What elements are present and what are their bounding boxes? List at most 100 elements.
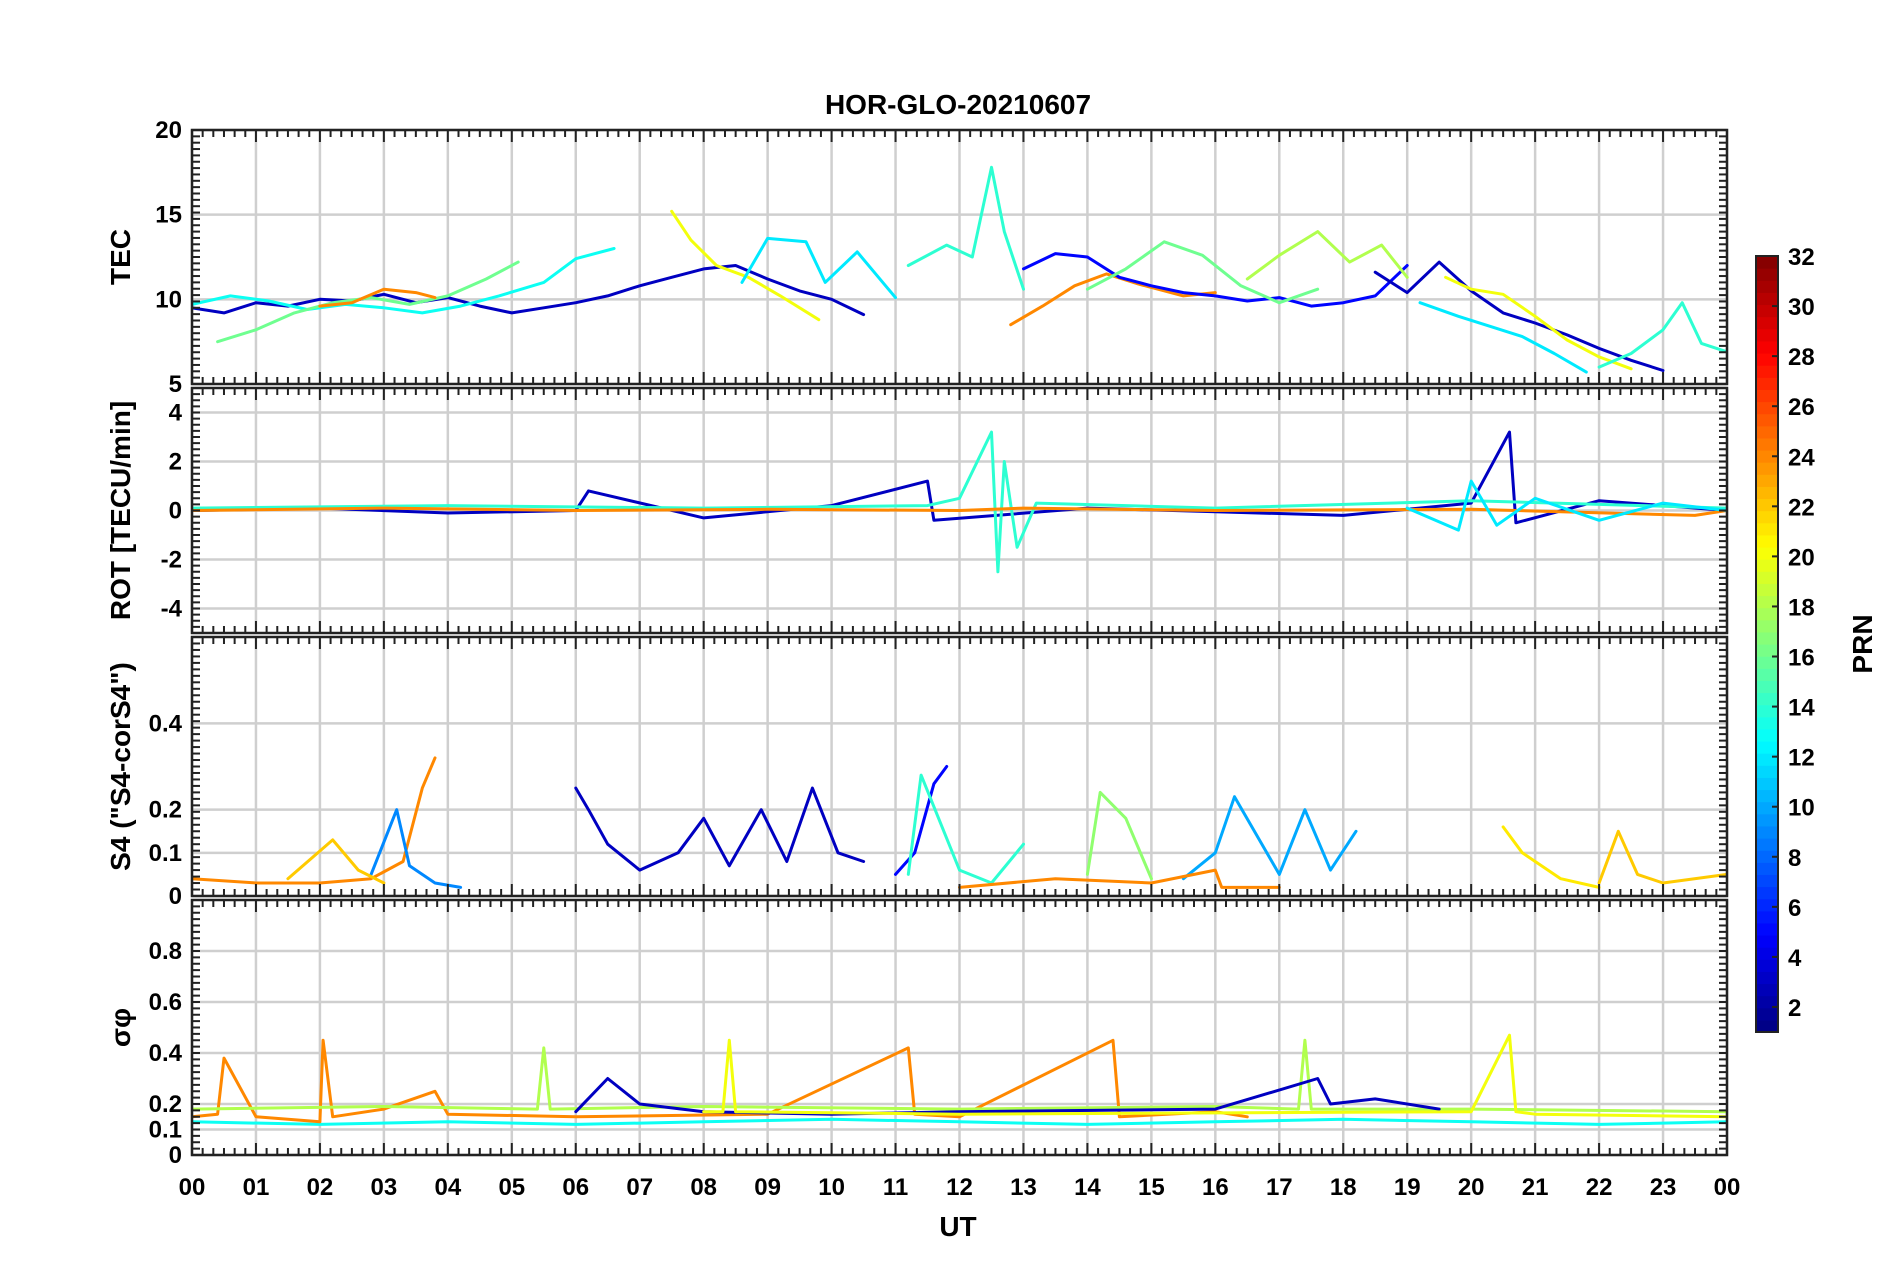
series-prn-13-sigma_phi bbox=[192, 1117, 1727, 1126]
x-tick-label: 00 bbox=[179, 1174, 206, 1201]
colorbar-swatch bbox=[1756, 522, 1778, 536]
series-prn-12-tec bbox=[740, 236, 897, 300]
colorbar-swatch bbox=[1756, 656, 1778, 669]
colorbar-swatch bbox=[1756, 874, 1778, 888]
series-prn-24-rot bbox=[192, 506, 1727, 517]
series-prn-22-s4 bbox=[1597, 829, 1727, 885]
colorbar-tick-label: 6 bbox=[1788, 895, 1801, 922]
colorbar-tick-label: 12 bbox=[1788, 745, 1815, 772]
colorbar-tick-label: 16 bbox=[1788, 645, 1815, 672]
series-prn-18-tec bbox=[1245, 230, 1409, 281]
x-tick-label: 15 bbox=[1138, 1174, 1165, 1201]
colorbar-tick-label: 22 bbox=[1788, 494, 1815, 521]
colorbar-swatch bbox=[1756, 316, 1778, 330]
colorbar-swatch bbox=[1756, 583, 1778, 597]
x-tick-label: 18 bbox=[1330, 1174, 1357, 1201]
series-prn-24-s4 bbox=[192, 756, 437, 885]
colorbar-swatch bbox=[1756, 1019, 1778, 1033]
y-tick-label: -2 bbox=[161, 547, 182, 574]
colorbar-tick-label: 8 bbox=[1788, 845, 1801, 872]
panel-frame-s4 bbox=[190, 635, 1729, 898]
series-prn-24-tec bbox=[318, 287, 437, 308]
y-tick-label: 0 bbox=[169, 498, 182, 525]
colorbar-swatch bbox=[1756, 983, 1778, 997]
colorbar-swatch bbox=[1756, 692, 1778, 706]
colorbar-swatch bbox=[1756, 631, 1778, 645]
y-tick-label: 2 bbox=[169, 449, 182, 476]
series-prn-22-s4 bbox=[286, 838, 386, 885]
colorbar-swatch bbox=[1756, 765, 1778, 778]
colorbar-swatch bbox=[1756, 935, 1778, 948]
colorbar-swatch bbox=[1756, 801, 1778, 815]
colorbar-tick-label: 30 bbox=[1788, 294, 1815, 321]
colorbar-swatch bbox=[1756, 619, 1778, 633]
panel-rot: -4 -2 0 2 4 ROT [TECU/min] bbox=[105, 386, 1729, 635]
y-tick-label: 0.1 bbox=[149, 840, 182, 867]
x-tick-label: 00 bbox=[1714, 1174, 1741, 1201]
series-prn-5-tec bbox=[1022, 252, 1409, 308]
colorbar-swatch bbox=[1756, 753, 1778, 766]
colorbar-label: PRN bbox=[1847, 614, 1878, 673]
colorbar-swatch bbox=[1756, 534, 1778, 548]
colorbar-swatch bbox=[1756, 777, 1778, 791]
colorbar-swatch bbox=[1756, 910, 1778, 924]
colorbar-swatch bbox=[1756, 304, 1778, 318]
colorbar-tick-label: 14 bbox=[1788, 695, 1815, 722]
series-prn-10-s4 bbox=[1181, 795, 1358, 881]
y-tick-label: 15 bbox=[155, 202, 182, 229]
colorbar-swatch bbox=[1756, 886, 1778, 900]
colorbar-swatch bbox=[1756, 498, 1778, 512]
colorbar-swatch bbox=[1756, 450, 1778, 463]
colorbar-tick-label: 24 bbox=[1788, 444, 1815, 471]
series-prn-18-sigma_phi bbox=[192, 1038, 1727, 1114]
y-axis-label-sigma_phi: σφ bbox=[105, 1008, 136, 1047]
x-tick-label: 09 bbox=[754, 1174, 781, 1201]
panel-frame-rot bbox=[190, 386, 1729, 635]
colorbar-swatch bbox=[1756, 716, 1778, 730]
x-axis: 00 01 02 03 04 05 06 07 08 09 10 11 12 13 14 15 16 17 18 19… bbox=[179, 1174, 1741, 1201]
colorbar-swatch bbox=[1756, 838, 1778, 851]
panel-sigma_phi: 00.10.2 0.4 0.6 0.8 σφ bbox=[105, 898, 1729, 1169]
colorbar-swatch bbox=[1756, 813, 1778, 827]
gridlines-s4 bbox=[190, 637, 1729, 898]
colorbar-swatch bbox=[1756, 389, 1778, 403]
colorbar-tick-label: 2 bbox=[1788, 995, 1801, 1022]
series-prn-12-tec bbox=[1418, 301, 1588, 374]
y-tick-label: 5 bbox=[169, 371, 182, 398]
y-tick-label: 0.1 bbox=[149, 1117, 182, 1144]
series-prn-9-s4 bbox=[369, 808, 463, 889]
colorbar-swatch bbox=[1756, 595, 1778, 609]
y-tick-label: 0.2 bbox=[149, 797, 182, 824]
colorbar-tick-label: 20 bbox=[1788, 544, 1815, 571]
colorbar-swatch bbox=[1756, 353, 1778, 366]
series-prn-14-tec bbox=[906, 165, 1025, 291]
y-axis-label-s4: S4 ("S4-corS4") bbox=[105, 662, 136, 871]
colorbar-swatch bbox=[1756, 704, 1778, 718]
x-tick-label: 01 bbox=[243, 1174, 270, 1201]
colorbar-swatch bbox=[1756, 1007, 1778, 1021]
colorbar-swatch bbox=[1756, 728, 1778, 742]
colorbar-swatch bbox=[1756, 437, 1778, 451]
series-prn-14-tec bbox=[1597, 301, 1727, 369]
x-axis-label: UT bbox=[939, 1211, 976, 1242]
colorbar-tick-label: 26 bbox=[1788, 394, 1815, 421]
chart-title: HOR-GLO-20210607 bbox=[825, 89, 1091, 120]
colorbar-swatch bbox=[1756, 898, 1778, 912]
series-prn-24-sigma_phi bbox=[192, 1038, 1249, 1124]
series-prn-3-tec bbox=[1373, 260, 1665, 372]
colorbar-swatch bbox=[1756, 256, 1778, 269]
series-group-sigma_phi bbox=[192, 1033, 1727, 1126]
x-tick-label: 16 bbox=[1202, 1174, 1229, 1201]
x-tick-label: 05 bbox=[498, 1174, 525, 1201]
y-axis-label-tec: TEC bbox=[105, 229, 136, 285]
series-prn-21-s4 bbox=[1501, 825, 1601, 889]
x-tick-label: 22 bbox=[1586, 1174, 1613, 1201]
colorbar-swatch bbox=[1756, 571, 1778, 584]
y-tick-label: 0.8 bbox=[149, 938, 182, 965]
colorbar-swatch bbox=[1756, 474, 1778, 487]
y-tick-label: 0.6 bbox=[149, 989, 182, 1016]
colorbar-frame bbox=[1755, 255, 1779, 1033]
